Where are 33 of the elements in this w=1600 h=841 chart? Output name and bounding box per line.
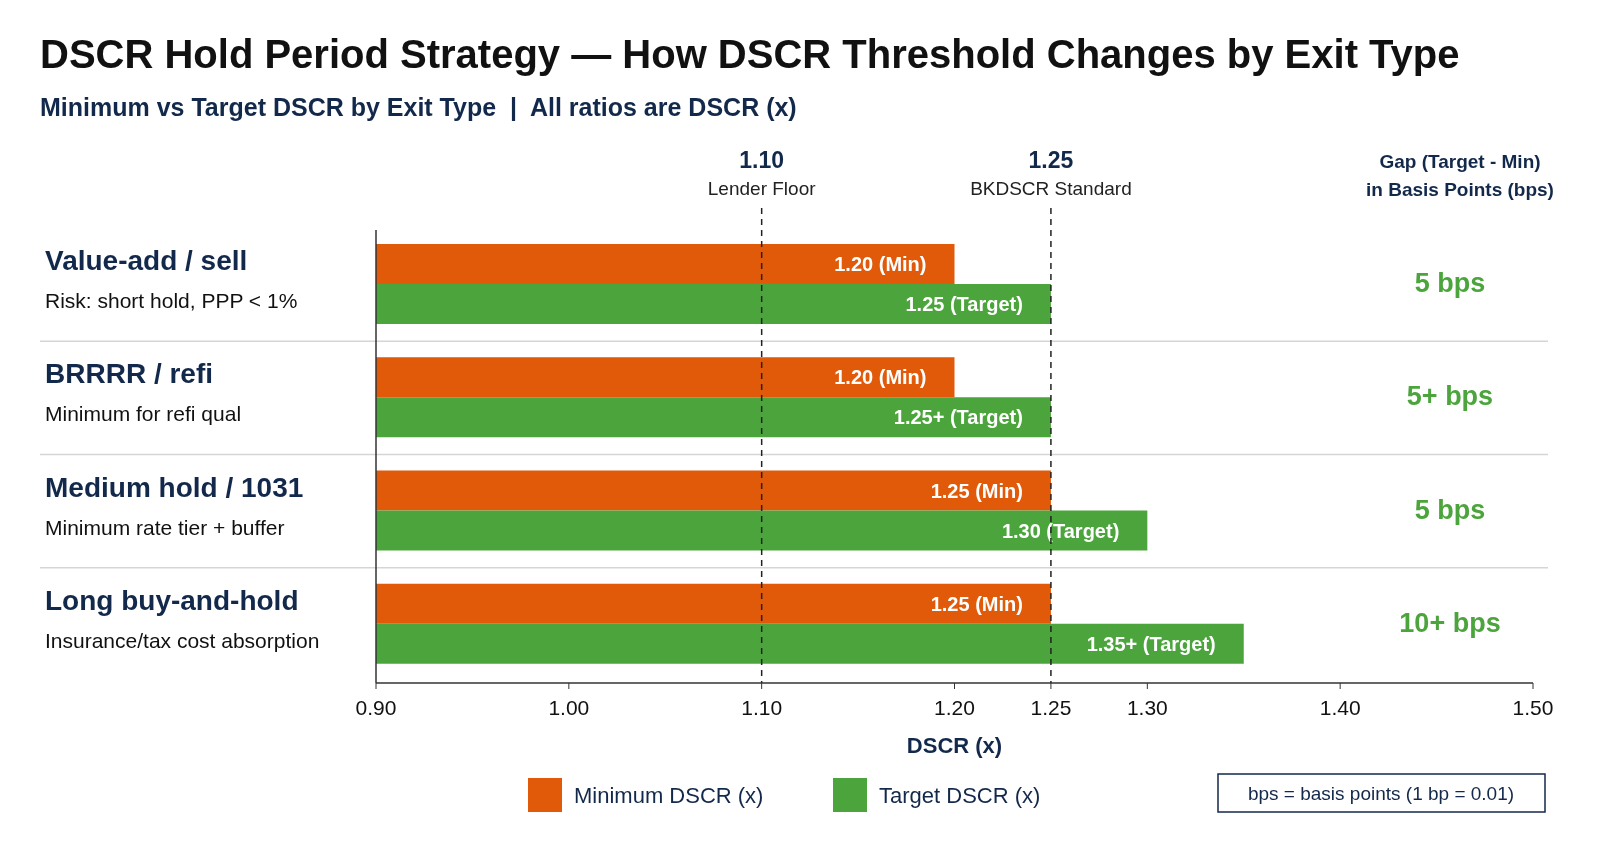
x-tick-label: 1.50: [1512, 696, 1554, 719]
data-label: 1.25+ (Target): [893, 406, 1023, 429]
data-label: 1.30 (Target): [1001, 519, 1120, 542]
y-tick-label: Medium hold / 1031 Minimum rate tier + buffer: [45, 471, 304, 539]
y-tick-label: BRRRR / refi Minimum for refi qual: [45, 358, 242, 426]
annotation: 10+ bps: [1399, 607, 1501, 638]
data-label: 1.20 (Min): [834, 366, 927, 389]
annotation: 5 bps: [1414, 494, 1486, 525]
y-tick-label: Value-add / sell Risk: short hold, PPP < 1%: [45, 245, 298, 312]
y-tick-label: Long buy-and-hold Insurance/tax cost absorption: [45, 584, 320, 652]
x-tick-label: 1.25: [1030, 696, 1072, 719]
x-tick-label: 1.10: [741, 696, 783, 719]
annotation: 5 bps: [1414, 268, 1486, 298]
data-label: 1.25 (Target): [905, 293, 1023, 315]
legend-label: Minimum DSCR (x): [574, 783, 764, 808]
text: Gap (Target - Min) in Basis Points (bps): [1366, 151, 1554, 200]
x-tick-label: 1.40: [1319, 696, 1361, 719]
x-tick-label: 1.30: [1126, 696, 1168, 719]
data-label: 1.35+ (Target): [1086, 632, 1216, 655]
annotation: 5+ bps: [1406, 381, 1494, 412]
text: bps = basis points (1 bp = 0.01): [1247, 783, 1515, 804]
chart-title: DSCR Hold Period Strategy — How DSCR Threshold Changes by Exit Type: [40, 32, 1460, 76]
data-label: 1.25 (Min): [930, 592, 1023, 615]
x-tick-label: 0.90: [355, 696, 397, 719]
data-label: 1.20 (Min): [834, 253, 927, 275]
legend-label: Target DSCR (x): [879, 783, 1041, 808]
chart-subtitle: Minimum vs Target DSCR by Exit Type | All ratios are DSCR (x): [40, 93, 797, 121]
x-tick-label: 1.20: [934, 696, 975, 719]
x-tick-label: 1.00: [548, 696, 590, 719]
ref-line-label: 1.25 BKDSCR Standard: [970, 147, 1132, 199]
x-axis-title: DSCR (x): [906, 733, 1003, 758]
ref-line-label: 1.10 Lender Floor: [707, 147, 817, 199]
data-label: 1.25 (Min): [930, 479, 1023, 502]
